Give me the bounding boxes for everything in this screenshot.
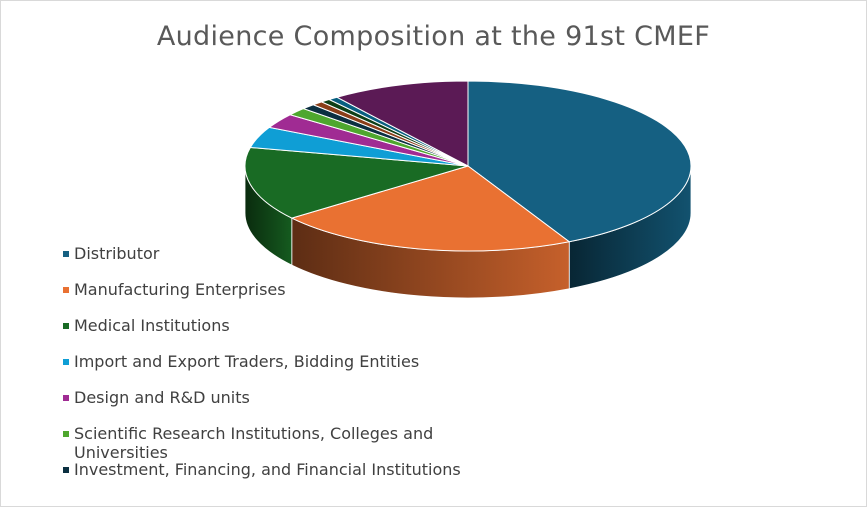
- legend-swatch: [63, 359, 69, 365]
- legend-label: Medical Institutions: [74, 316, 230, 335]
- legend-swatch: [63, 467, 69, 473]
- legend-label: Scientific Research Institutions, Colleg…: [74, 424, 434, 462]
- pie-slice: [244, 146, 469, 219]
- legend-label: Manufacturing Enterprises: [74, 280, 286, 299]
- pie-slice: [335, 80, 469, 167]
- legend-label: Design and R&D units: [74, 388, 250, 407]
- pie-slice: [467, 80, 692, 243]
- legend-swatch: [63, 287, 69, 293]
- chart-title: Audience Composition at the 91st CMEF: [156, 21, 711, 52]
- legend-swatch: [63, 323, 69, 329]
- legend-swatch: [63, 251, 69, 257]
- legend-swatch: [63, 431, 69, 437]
- legend-label: Distributor: [74, 244, 160, 263]
- legend-label: Import and Export Traders, Bidding Entit…: [74, 352, 420, 371]
- legend-swatch: [63, 395, 69, 401]
- legend-label: Investment, Financing, and Financial Ins…: [74, 460, 461, 479]
- pie-top: [244, 80, 692, 252]
- pie-slice: [290, 165, 571, 252]
- pie-side-walls: [244, 165, 692, 299]
